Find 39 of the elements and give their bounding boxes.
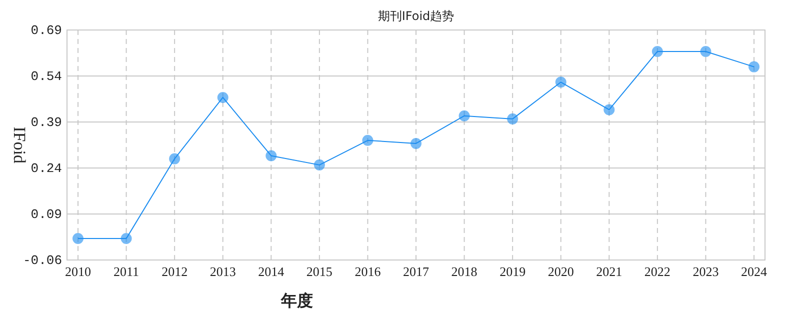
chart-title: 期刊IFoid趋势	[378, 9, 454, 23]
x-tick-label: 2023	[692, 264, 719, 279]
x-tick-label: 2024	[741, 264, 768, 279]
y-tick-label: 0.39	[30, 115, 62, 130]
y-tick-label: 0.54	[30, 69, 62, 84]
y-tick-label: 0.24	[30, 161, 62, 176]
x-tick-label: 2012	[162, 264, 188, 279]
point	[458, 110, 470, 122]
point	[410, 138, 422, 149]
x-tick-label: 2019	[500, 264, 526, 279]
point	[217, 92, 228, 103]
x-tick-label: 2013	[210, 264, 236, 279]
point	[169, 153, 180, 164]
point	[72, 233, 84, 244]
x-tick-label: 2015	[306, 264, 332, 279]
x-tick-label: 2020	[548, 264, 574, 279]
x-tick-label: 2014	[258, 264, 285, 279]
x-tick-label: 2010	[65, 264, 91, 279]
point	[120, 233, 132, 244]
y-tick-label: 0.69	[30, 23, 62, 38]
x-tick-label: 2016	[354, 264, 382, 279]
y-axis-title: IFoid	[10, 126, 29, 164]
x-tick-label: 2018	[451, 264, 478, 279]
point	[362, 134, 374, 146]
x-tick-label: 2017	[403, 264, 430, 279]
point	[314, 159, 325, 170]
point	[555, 76, 566, 88]
point	[748, 61, 760, 72]
point	[700, 46, 712, 57]
point	[507, 113, 518, 124]
x-tick-label: 2022	[644, 264, 670, 279]
point	[266, 150, 277, 162]
y-tick-label: 0.09	[30, 207, 62, 222]
x-tick-label: 2021	[596, 264, 622, 279]
y-tick-label: -0.06	[22, 253, 62, 268]
x-axis-title: 年度	[280, 291, 313, 310]
point	[604, 104, 615, 116]
x-tick-label: 2011	[114, 264, 140, 279]
point	[652, 46, 663, 57]
